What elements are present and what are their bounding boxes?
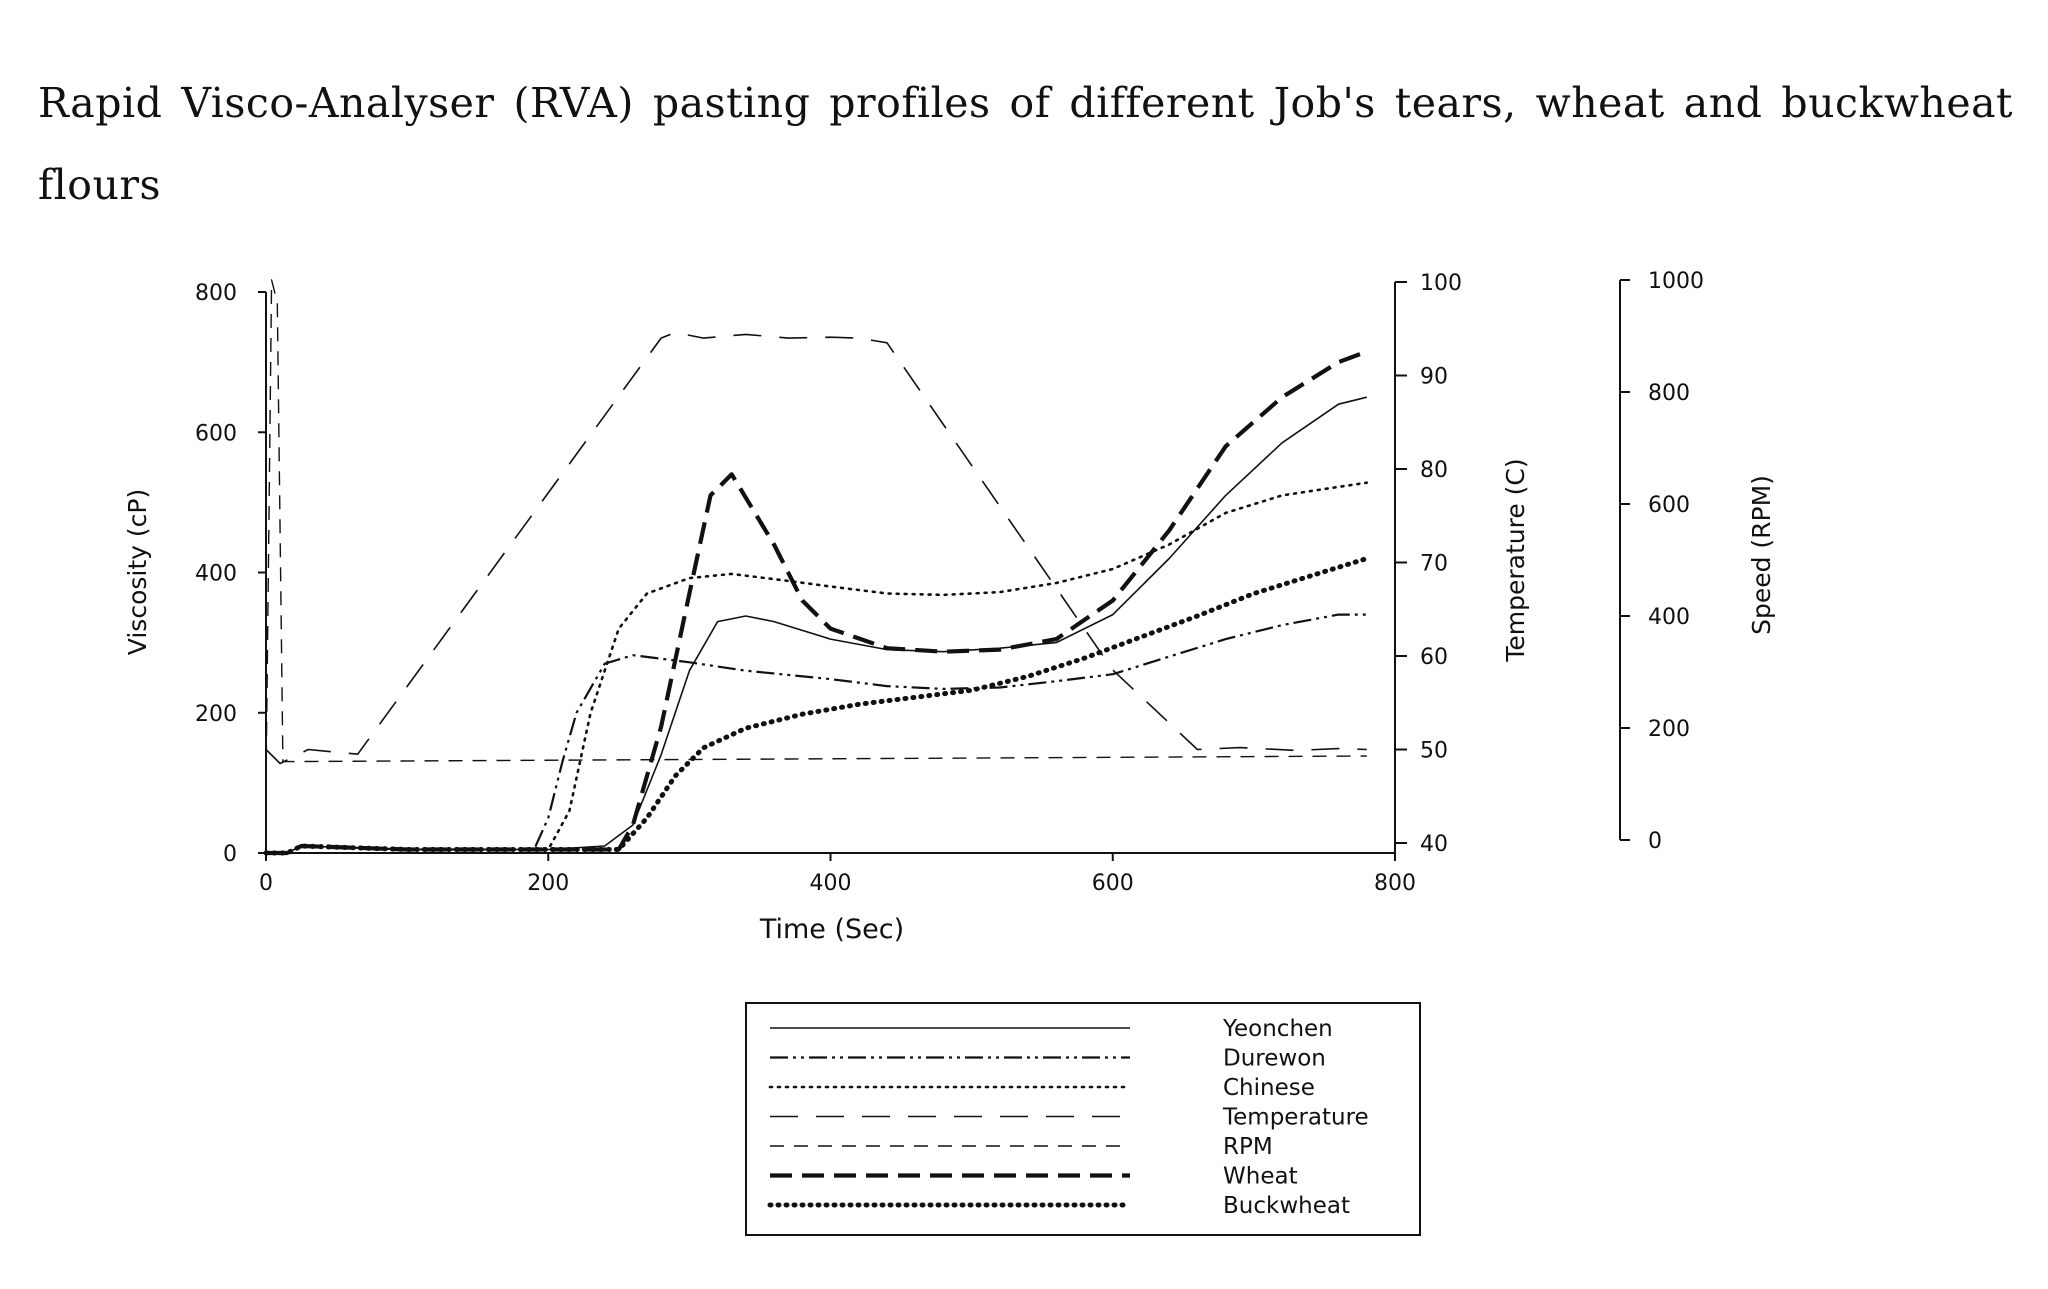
speed-axis-title: Speed (RPM) — [1747, 475, 1776, 635]
temperature-axis-title: Temperature (C) — [1501, 458, 1530, 662]
temperature-tick-label: 90 — [1420, 365, 1448, 390]
legend-label-chinese: Chinese — [1223, 1075, 1315, 1101]
temperature-tick-label: 70 — [1420, 552, 1448, 577]
y-tick-label: 0 — [223, 842, 237, 867]
series-line-temperature — [265, 331, 1367, 765]
temperature-tick-label: 40 — [1420, 832, 1448, 857]
y-axis-title: Viscosity (cP) — [123, 489, 152, 655]
series-line-rpm — [265, 279, 1367, 785]
temperature-tick-label: 100 — [1420, 271, 1462, 296]
legend-label-rpm: RPM — [1223, 1134, 1273, 1160]
legend-label-wheat: Wheat — [1223, 1164, 1298, 1190]
y-tick-label: 600 — [195, 421, 237, 446]
series-line-chinese — [264, 481, 1369, 855]
x-tick-label: 600 — [1092, 871, 1134, 896]
legend-box — [745, 1002, 1421, 1236]
temperature-tick-label: 50 — [1420, 739, 1448, 764]
speed-tick-label: 0 — [1648, 829, 1662, 854]
x-tick-label: 800 — [1374, 871, 1416, 896]
series-line-yeonchen — [266, 396, 1367, 854]
legend-label-temperature: Temperature — [1222, 1105, 1369, 1131]
x-tick-label: 400 — [810, 871, 852, 896]
figure-caption: Rapid Visco-Analyser (RVA) pasting profi… — [38, 79, 2013, 209]
legend-label-durewon: Durewon — [1223, 1046, 1326, 1072]
x-axis-title: Time (Sec) — [759, 914, 904, 945]
x-tick-label: 0 — [259, 871, 273, 896]
temperature-tick-label: 80 — [1420, 458, 1448, 483]
series-line-durewon — [266, 613, 1367, 855]
speed-tick-label: 600 — [1648, 493, 1690, 518]
series-line-buckwheat — [263, 556, 1370, 856]
temperature-tick-label: 60 — [1420, 645, 1448, 670]
series-line-wheat — [266, 349, 1368, 856]
y-tick-label: 200 — [195, 702, 237, 727]
speed-tick-label: 800 — [1648, 381, 1690, 406]
x-tick-label: 200 — [527, 871, 569, 896]
y-tick-label: 800 — [195, 281, 237, 306]
legend-label-buckwheat: Buckwheat — [1223, 1193, 1350, 1219]
y-tick-label: 400 — [195, 562, 237, 587]
speed-tick-label: 400 — [1648, 605, 1690, 630]
speed-tick-label: 1000 — [1648, 269, 1704, 294]
legend-label-yeonchen: Yeonchen — [1222, 1016, 1333, 1042]
speed-tick-label: 200 — [1648, 717, 1690, 742]
